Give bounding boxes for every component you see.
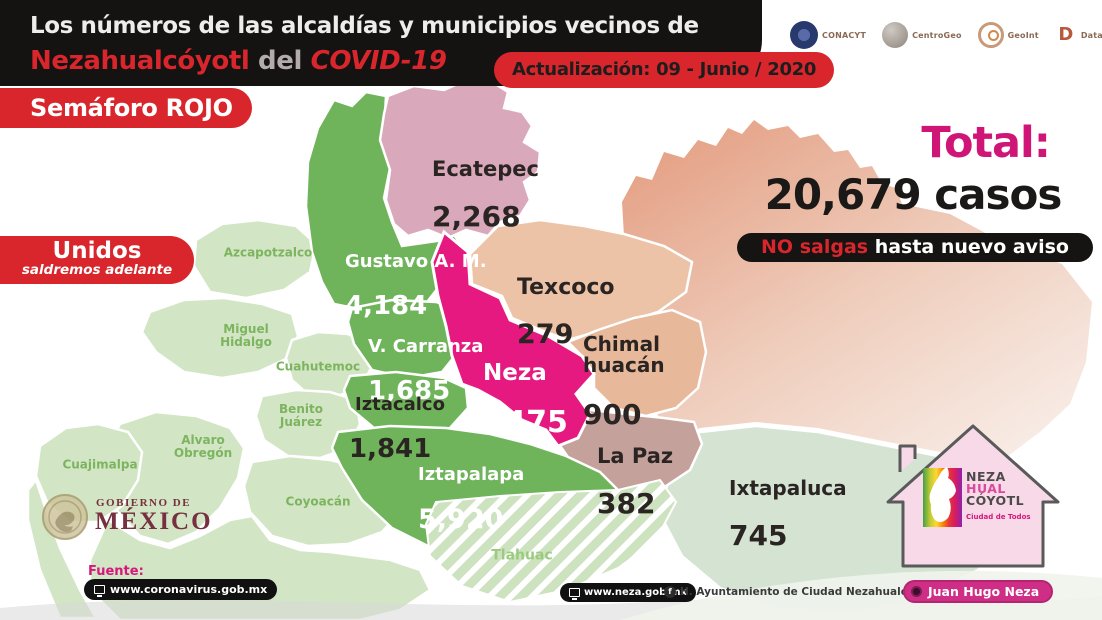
social-handle-pill: Juan Hugo Neza xyxy=(903,580,1054,603)
header-title-del: del xyxy=(249,46,311,76)
label-ixtapaluca: Ixtapaluca 745 xyxy=(729,476,847,552)
label-v-carranza: V. Carranza 1,685 xyxy=(368,336,484,406)
conacyt-logo: CONACYT xyxy=(790,21,866,49)
region-gustavo-a-m xyxy=(304,90,464,320)
facebook-icon: f xyxy=(664,586,676,598)
advisory-highlight: NO salgas xyxy=(761,236,869,258)
label-cuahutemoc: Cuahutemoc xyxy=(275,359,361,374)
region-neza xyxy=(430,229,596,448)
label-texcoco: Texcoco 279 xyxy=(517,275,615,350)
neza-logo-line1: NEZA xyxy=(966,469,1006,484)
mexico-label: MÉXICO xyxy=(95,508,213,535)
org-name: H. Ayuntamiento de Ciudad Nezahualcóyotl xyxy=(680,586,937,598)
source-url: www.coronavirus.gob.mx xyxy=(110,583,268,596)
label-iztacalco: Iztacalco 1,841 xyxy=(349,394,445,464)
header-title-line2: Nezahualcóyotl del COVID-19 xyxy=(30,46,447,76)
gobierno-eagle-seal xyxy=(42,494,88,540)
label-la-paz: La Paz 382 xyxy=(597,444,674,520)
update-date-badge: Actualización: 09 - Junio / 2020 xyxy=(494,52,835,88)
website-pill: www.neza.gob.mx xyxy=(560,583,696,602)
label-neza: Neza 2,475 xyxy=(473,360,568,440)
header-title-neza: Nezahualcóyotl xyxy=(30,46,250,76)
header-title-line1: Los números de las alcaldías y municipio… xyxy=(30,13,699,39)
region-chimalhuacan xyxy=(565,308,708,418)
label-cuajimalpa: Cuajimalpa xyxy=(62,457,138,472)
label-miguel-hidalgo: Miguel Hidalgo xyxy=(220,322,272,349)
unidos-line1: Unidos xyxy=(52,238,142,264)
datalab-logo: D DataLab xyxy=(1054,24,1102,46)
centrogeo-label: CentroGeo xyxy=(912,30,962,40)
geoint-pin-icon xyxy=(977,22,1004,48)
region-azcapotzalco xyxy=(192,218,318,300)
neza-logo-line3: CÓYOTL xyxy=(966,493,1025,508)
header-title-covid: COVID-19 xyxy=(310,46,447,76)
conacyt-emblem-icon xyxy=(790,21,818,49)
centrogeo-logo: CentroGeo xyxy=(882,22,962,48)
label-coyoacan: Coyoacán xyxy=(285,494,351,509)
gobierno-de-label: GOBIERNO DE xyxy=(96,497,192,509)
website-url: www.neza.gob.mx xyxy=(584,587,687,598)
source-url-pill: www.coronavirus.gob.mx xyxy=(84,579,278,600)
datalab-d-icon: D xyxy=(1054,24,1077,46)
instagram-icon xyxy=(911,586,922,597)
label-alvaro-obregon: Alvaro Obregón xyxy=(173,433,233,460)
org-credit-line: f H. Ayuntamiento de Ciudad Nezahualcóyo… xyxy=(664,586,937,598)
partner-logo-strip: CONACYT CentroGeo GeoInt D DataLab xyxy=(790,12,1102,58)
neza-house-logo xyxy=(886,424,1060,568)
semaforo-rojo-badge: Semáforo ROJO xyxy=(0,88,252,128)
total-label: Total: xyxy=(921,118,1051,168)
label-chimalhuacan: Chimal huacán 900 xyxy=(583,332,665,432)
label-tlahuac: Tlahuac xyxy=(491,547,553,564)
monitor-icon xyxy=(569,588,580,600)
label-benito-juarez: Benito Juárez xyxy=(279,402,323,429)
region-edomex-east xyxy=(622,120,1092,462)
neza-logo-tagline: Ciudad de Todos xyxy=(966,513,1031,521)
neza-logo-wordmark: NEZA HUAL CÓYOTL Ciudad de Todos xyxy=(966,469,1031,523)
source-label: Fuente: xyxy=(88,564,144,579)
geoint-logo: GeoInt xyxy=(977,22,1039,48)
neza-coyote-silhouette xyxy=(929,467,956,523)
total-cases-value: 20,679 casos xyxy=(764,170,1063,219)
label-azcapotzalco: Azcapotzalco xyxy=(223,245,313,260)
monitor-icon xyxy=(94,585,105,597)
region-v-carranza xyxy=(346,298,472,380)
geoint-label: GeoInt xyxy=(1007,30,1039,40)
datalab-label: DataLab xyxy=(1080,30,1102,40)
region-tlahuac-hatched xyxy=(424,478,678,604)
centrogeo-globe-icon xyxy=(882,22,909,48)
label-iztapalapa: Iztapalapa 5,920 xyxy=(418,464,525,535)
label-gustavo-a-m: Gustavo A. M. 4,184 xyxy=(345,251,487,321)
unidos-line2: saldremos adelante xyxy=(21,262,173,278)
unidos-badge: Unidos saldremos adelante xyxy=(0,236,194,284)
advisory-rest: hasta nuevo aviso xyxy=(868,236,1069,258)
stay-home-advisory: NO salgas hasta nuevo aviso xyxy=(737,233,1093,262)
conacyt-label: CONACYT xyxy=(822,30,867,40)
neza-logo-line2: HUAL xyxy=(966,481,1006,496)
label-ecatepec: Ecatepec 2,268 xyxy=(432,157,539,233)
social-handle: Juan Hugo Neza xyxy=(928,584,1040,599)
